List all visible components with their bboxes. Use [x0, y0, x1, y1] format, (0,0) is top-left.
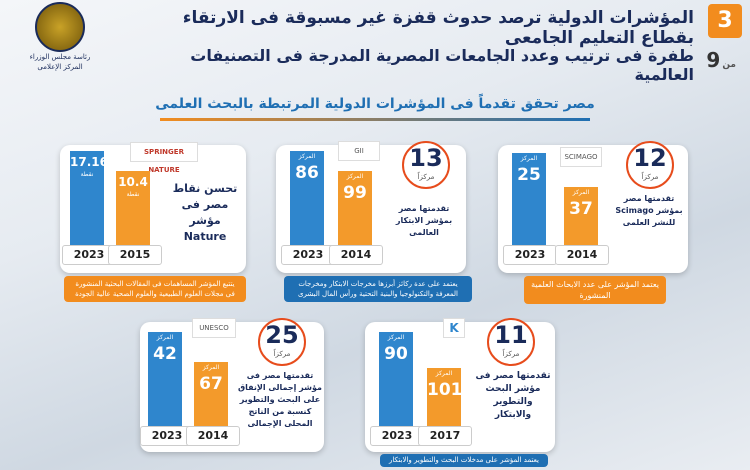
- rank-change-badge: 12 مركزاً: [626, 141, 674, 189]
- card-description: تقدمتها مصر فى مؤشر إجمالى الإنفاق على ا…: [238, 371, 322, 428]
- year-label: 2015: [108, 245, 162, 265]
- year-label: 2017: [418, 426, 472, 446]
- rank-change-unit: مركزاً: [502, 350, 520, 358]
- card-note: يتتبع المؤشر المساهمات فى المقالات البحث…: [64, 276, 246, 302]
- bar-label: المركز: [156, 334, 174, 341]
- bar-label: المركز: [435, 370, 453, 377]
- year-label: 2023: [503, 245, 557, 265]
- bar-label: نقطة: [80, 171, 94, 178]
- page-title: المؤشرات الدولية ترصد حدوث قفزة غير مسبو…: [182, 8, 694, 48]
- bar-value: 25: [517, 165, 541, 185]
- card-note: يعتمد المؤشر على عدد الابحاث العلمية الم…: [524, 276, 666, 304]
- unesco-logo: UNESCO: [192, 318, 236, 338]
- card-rd-innovation: K المركز 90 المركز 101 2023 2017 11 مركز…: [365, 318, 555, 452]
- year-label: 2023: [140, 426, 194, 446]
- eagle-seal-icon: [35, 2, 85, 52]
- page-subtitle-line: طفرة فى ترتيب وعدد الجامعات المصرية المد…: [190, 46, 694, 84]
- bar-2023: المركز 42: [148, 332, 182, 430]
- bar-2014: المركز 37: [564, 187, 598, 251]
- subtitle-underline: [160, 118, 590, 121]
- page-of-label: من: [722, 60, 736, 70]
- year-label: 2023: [281, 245, 335, 265]
- bar-2014: المركز 67: [194, 362, 228, 430]
- rank-change-value: 12: [633, 144, 667, 172]
- card-note: يعتمد المؤشر على مدخلات البحث والتطوير و…: [380, 454, 548, 467]
- card-rd-spending: UNESCO المركز 42 المركز 67 2023 2014 25 …: [140, 318, 324, 452]
- bar-value: 86: [295, 163, 319, 183]
- year-label: 2014: [329, 245, 383, 265]
- page-total-value: 9: [706, 48, 721, 72]
- bar-2023: 17.16 نقطة: [70, 151, 108, 251]
- bar-value: 101: [427, 380, 463, 400]
- scimago-logo: SCIMAGO: [560, 147, 602, 167]
- section-subtitle: مصر تحقق تقدماً فى المؤشرات الدولية المر…: [155, 96, 595, 112]
- rank-change-value: 11: [494, 321, 528, 349]
- card-description: تقدمتها مصر بمؤشر الابتكار العالمى: [395, 204, 453, 237]
- rank-change-badge: 13 مركزاً: [402, 141, 450, 189]
- rank-change-value: 25: [265, 321, 299, 349]
- rank-change-badge: 25 مركزاً: [258, 318, 306, 366]
- year-label: 2014: [186, 426, 240, 446]
- bar-value: 42: [153, 344, 177, 364]
- bar-value: 90: [384, 344, 408, 364]
- rank-change-unit: مركزاً: [641, 173, 659, 181]
- bar-label: المركز: [520, 155, 538, 162]
- rank-change-unit: مركزاً: [273, 350, 291, 358]
- card-note: يعتمد على عدة ركائز أبرزها مخرجات الابتك…: [284, 276, 472, 302]
- bar-label: المركز: [572, 189, 590, 196]
- bar-value: 67: [199, 374, 223, 394]
- page-number-badge: 3: [708, 4, 742, 38]
- card-nature-index: SPRINGER NATURE 17.16 نقطة 10.4 نقطة 202…: [60, 142, 246, 273]
- bar-2015: 10.4 نقطة: [116, 171, 150, 251]
- card-scimago: SCIMAGO المركز 25 المركز 37 2023 2014 12…: [498, 141, 688, 273]
- bar-label: المركز: [298, 153, 316, 160]
- bar-2017: المركز 101: [427, 368, 463, 430]
- bar-label: المركز: [346, 173, 364, 180]
- header: 3 9 من المؤشرات الدولية ترصد حدوث قفزة غي…: [0, 0, 750, 92]
- bar-value: 10.4: [118, 175, 148, 189]
- card-description: تقدمتها مصر فى مؤشر البحث والتطوير والاب…: [475, 371, 551, 420]
- year-label: 2023: [370, 426, 424, 446]
- bar-label: المركز: [387, 334, 405, 341]
- bar-2023: المركز 86: [290, 151, 324, 251]
- bar-2023: المركز 90: [379, 332, 413, 430]
- page-total: 9 من: [706, 48, 736, 72]
- logo-text: رئاسة مجلس الوزراء المركز الإعلامى: [29, 53, 91, 71]
- bar-label: نقطة: [126, 191, 140, 198]
- bar-2014: المركز 99: [338, 171, 372, 251]
- k-logo: K: [443, 318, 465, 338]
- gii-logo: GII: [338, 141, 380, 161]
- year-label: 2014: [555, 245, 609, 265]
- rank-change-value: 13: [409, 144, 443, 172]
- card-global-innovation: GII المركز 86 المركز 99 2023 2014 13 مرك…: [276, 141, 466, 273]
- bar-2023: المركز 25: [512, 153, 546, 251]
- cabinet-logo: رئاسة مجلس الوزراء المركز الإعلامى: [20, 2, 100, 80]
- bar-value: 99: [343, 183, 367, 203]
- rank-change-badge: 11 مركزاً: [487, 318, 535, 366]
- bar-label: المركز: [202, 364, 220, 371]
- rank-change-unit: مركزاً: [417, 173, 435, 181]
- card-description: تحسن نقاط مصر فى مؤشر Nature: [172, 182, 238, 243]
- bar-value: 17.16: [70, 155, 108, 169]
- bar-value: 37: [569, 199, 593, 219]
- card-description: تقدمتها مصر بمؤشر Scimago للنشر العلمى: [615, 194, 683, 227]
- springer-nature-logo: SPRINGER NATURE: [130, 142, 198, 174]
